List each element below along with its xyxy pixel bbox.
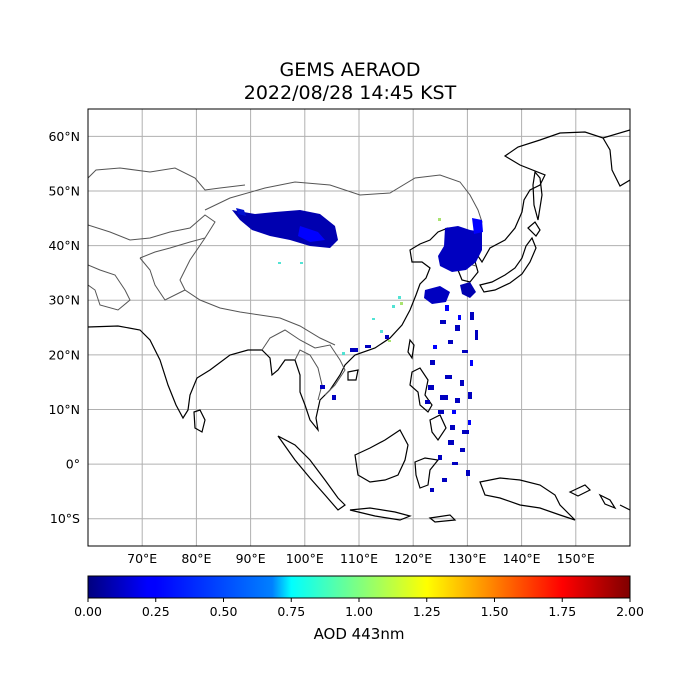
lon-tick-label: 90°E <box>236 551 266 566</box>
latitude-labels: 60°N 50°N 40°N 30°N 20°N 10°N 0° 10°S <box>48 129 80 526</box>
lon-tick-label: 70°E <box>127 551 157 566</box>
colorbar-label: AOD 443nm <box>314 625 405 643</box>
lat-tick-label: 40°N <box>48 238 80 253</box>
colorbar-tick-label: 0.50 <box>210 604 238 619</box>
colorbar-tick-label: 1.75 <box>548 604 576 619</box>
border-russia-kaz <box>88 167 246 191</box>
coastline-taiwan <box>407 338 415 360</box>
aod-pixels <box>232 208 483 492</box>
lat-tick-label: 0° <box>66 457 80 472</box>
lon-tick-label: 80°E <box>181 551 211 566</box>
border-iran-afg <box>88 264 131 311</box>
lon-tick-label: 120°E <box>394 551 432 566</box>
lat-tick-label: 30°N <box>48 293 80 308</box>
colorbar-tick-label: 0.25 <box>142 604 170 619</box>
colorbar-tick-label: 1.25 <box>413 604 441 619</box>
border-central-asia <box>88 214 216 259</box>
lon-tick-label: 130°E <box>448 551 486 566</box>
lat-tick-label: 10°S <box>50 511 80 526</box>
lat-tick-label: 50°N <box>48 183 80 198</box>
coastline-java <box>349 507 412 521</box>
border-india <box>139 257 186 301</box>
coastline-asia <box>88 129 630 433</box>
colorbar-tick-label: 2.00 <box>616 604 644 619</box>
aod-cluster-ecs <box>424 286 450 304</box>
lat-tick-label: 20°N <box>48 347 80 362</box>
lon-tick-label: 150°E <box>557 551 595 566</box>
lat-tick-label: 10°N <box>48 402 80 417</box>
coastline-newguinea <box>479 477 576 521</box>
map-title: GEMS AERAOD <box>279 59 421 81</box>
colorbar-tick-label: 0.75 <box>277 604 305 619</box>
aod-cluster-northeast <box>438 226 482 272</box>
coastline-sumatra <box>277 435 346 511</box>
colorbar-tick-label: 0.00 <box>74 604 102 619</box>
coastline-japan <box>479 236 537 293</box>
colorbar-tick-label: 1.00 <box>345 604 373 619</box>
map-frame <box>87 108 631 547</box>
border-china-west <box>179 237 336 346</box>
country-borders <box>88 167 483 401</box>
longitude-labels: 70°E 80°E 90°E 100°E 110°E 120°E 130°E 140°E 150… <box>127 551 595 566</box>
coastline-sakhalin <box>532 170 543 221</box>
lat-tick-label: 60°N <box>48 129 80 144</box>
lon-tick-label: 110°E <box>340 551 378 566</box>
colorbar-ticks: 0.00 0.25 0.50 0.75 1.00 1.25 1.50 1.75 2.00 <box>74 598 644 619</box>
coastline-hainan <box>347 369 359 381</box>
coastline-srilanka <box>193 409 206 433</box>
border-mekong <box>261 329 346 396</box>
coastline-philippines <box>409 367 433 413</box>
lon-tick-label: 100°E <box>286 551 324 566</box>
border-china-mongolia <box>204 174 483 239</box>
colorbar-tick-label: 1.50 <box>481 604 509 619</box>
map-timestamp: 2022/08/28 14:45 KST <box>243 82 457 104</box>
lon-tick-label: 140°E <box>503 551 541 566</box>
colorbar <box>87 575 631 599</box>
coastline-borneo <box>354 429 409 483</box>
coastline-sulawesi <box>414 457 440 489</box>
